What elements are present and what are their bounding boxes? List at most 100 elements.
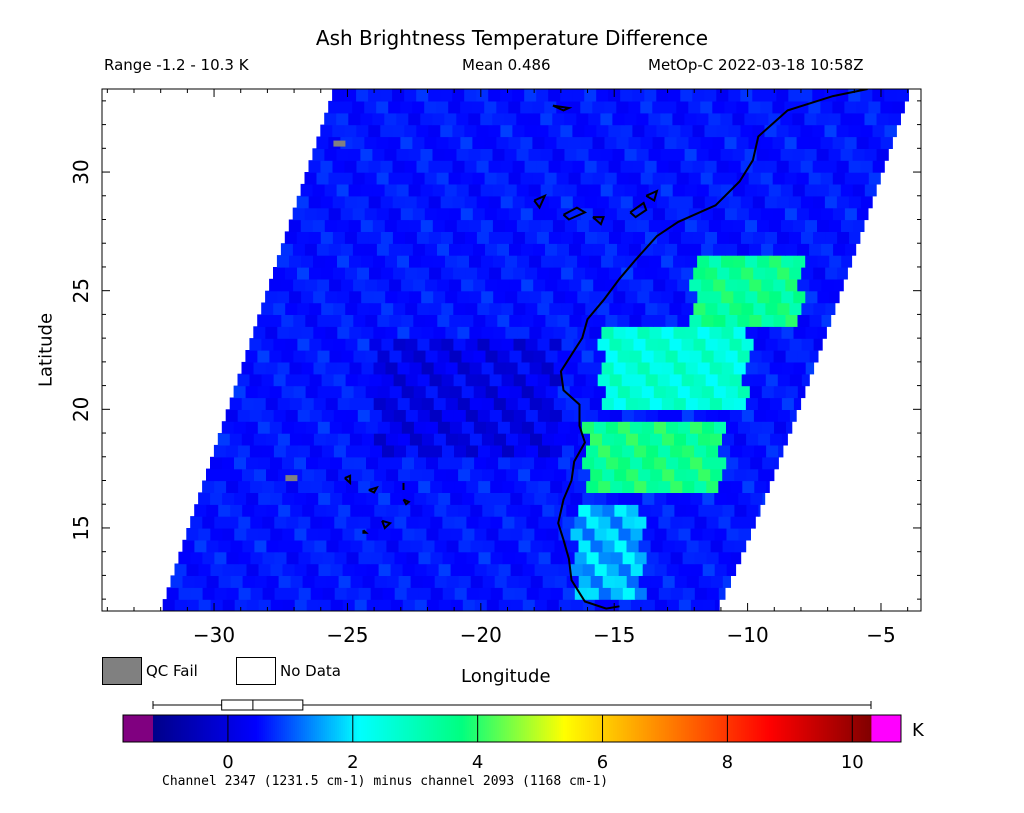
colorbar-segment (455, 715, 458, 742)
swath-cell (304, 172, 318, 185)
colorbar-segment (177, 715, 180, 742)
swath-cell (406, 551, 420, 565)
y-tick-label: 20 (69, 397, 93, 422)
swath-cell (417, 409, 431, 422)
island-outline (368, 485, 379, 494)
swath-cell (594, 492, 607, 505)
swath-cell (369, 373, 383, 387)
swath-cell (816, 183, 830, 197)
swath-cell (700, 136, 714, 149)
swath-cell (572, 231, 586, 244)
swath-cell (824, 160, 838, 173)
swath-cell (285, 338, 298, 351)
swath-cell (765, 409, 779, 422)
swath-cell (493, 397, 507, 410)
coastline-mainland (557, 89, 868, 610)
swath-cell (633, 338, 647, 351)
colorbar-segment (185, 715, 188, 742)
colorbar-segment (821, 715, 824, 742)
swath-cell (465, 373, 479, 387)
swath-cell (785, 314, 799, 327)
swath-cell (624, 112, 637, 126)
swath-cell (484, 136, 497, 149)
y-tick-label: 30 (69, 159, 93, 184)
swath-cell (408, 183, 422, 197)
swath-cell (537, 338, 551, 351)
swath-cell (450, 456, 463, 470)
swath-cell (745, 219, 758, 232)
colorbar-segment (725, 715, 728, 742)
swath-cell (502, 587, 516, 600)
swath-cell (488, 195, 502, 209)
swath-cell (508, 172, 522, 185)
swath-cell (773, 350, 787, 363)
swath-cell (296, 231, 310, 244)
swath-cell (382, 587, 396, 600)
swath-cell (677, 314, 690, 327)
colorbar-segment (705, 715, 708, 742)
swath-cell (717, 373, 731, 387)
swath-cell (313, 255, 326, 268)
swath-cell (701, 243, 714, 256)
swath-cell (469, 397, 483, 410)
swath-cell (473, 350, 487, 363)
colorbar-segment (341, 715, 344, 742)
swath-cell (465, 267, 478, 280)
swath-cell (424, 172, 438, 185)
swath-cell (658, 551, 672, 565)
swath-cell (454, 480, 467, 493)
swath-cell (517, 326, 530, 339)
swath-cell (306, 528, 319, 541)
swath-cell (250, 587, 264, 600)
swath-cell (702, 421, 715, 434)
colorbar-segment (525, 715, 528, 742)
colorbar-segment (183, 715, 186, 742)
colorbar-tick-label: 4 (472, 752, 483, 773)
colorbar-segment (843, 715, 846, 742)
swath-cell (348, 219, 362, 232)
colorbar-segment (513, 715, 516, 742)
swath-cell (401, 314, 414, 327)
swath-cell (466, 480, 479, 493)
colorbar-segment (831, 715, 834, 742)
swath-cell (409, 397, 423, 410)
swath-cell (393, 302, 406, 315)
swath-cell (524, 195, 538, 209)
swath-cell (781, 326, 795, 339)
swath-cell (453, 267, 466, 280)
colorbar-segment (413, 715, 416, 742)
swath-cell (757, 397, 771, 410)
swath-cell (409, 326, 422, 339)
swath-cell (492, 219, 506, 232)
swath-cell (876, 112, 890, 126)
swath-cell (625, 255, 638, 268)
swath-cell (517, 361, 531, 375)
colorbar-segment (291, 715, 294, 742)
swath-cell (876, 148, 889, 161)
swath-cell (505, 397, 519, 410)
swath-cell (801, 373, 810, 387)
swath-cell (269, 350, 282, 363)
swath-cell (612, 112, 625, 126)
swath-cell (497, 314, 510, 327)
swath-cell (273, 267, 286, 280)
swath-cell (400, 207, 414, 221)
colorbar-segment (409, 715, 412, 742)
swath-cell (337, 290, 350, 304)
swath-cell (465, 338, 479, 351)
swath-cell (760, 172, 774, 185)
swath-cell (809, 278, 822, 292)
swath-cell (448, 100, 461, 114)
swath-cell (520, 172, 534, 185)
swath-cell (486, 456, 499, 470)
swath-cell (514, 551, 528, 565)
swath-cell (528, 183, 542, 197)
swath-cell (462, 528, 475, 541)
colorbar-segment (273, 715, 276, 742)
swath-cell (632, 124, 645, 138)
swath-cell (416, 89, 429, 102)
swath-cell (254, 504, 267, 517)
colorbar-segment (395, 715, 398, 742)
colorbar-segment (811, 715, 814, 742)
swath-cell (757, 219, 770, 232)
